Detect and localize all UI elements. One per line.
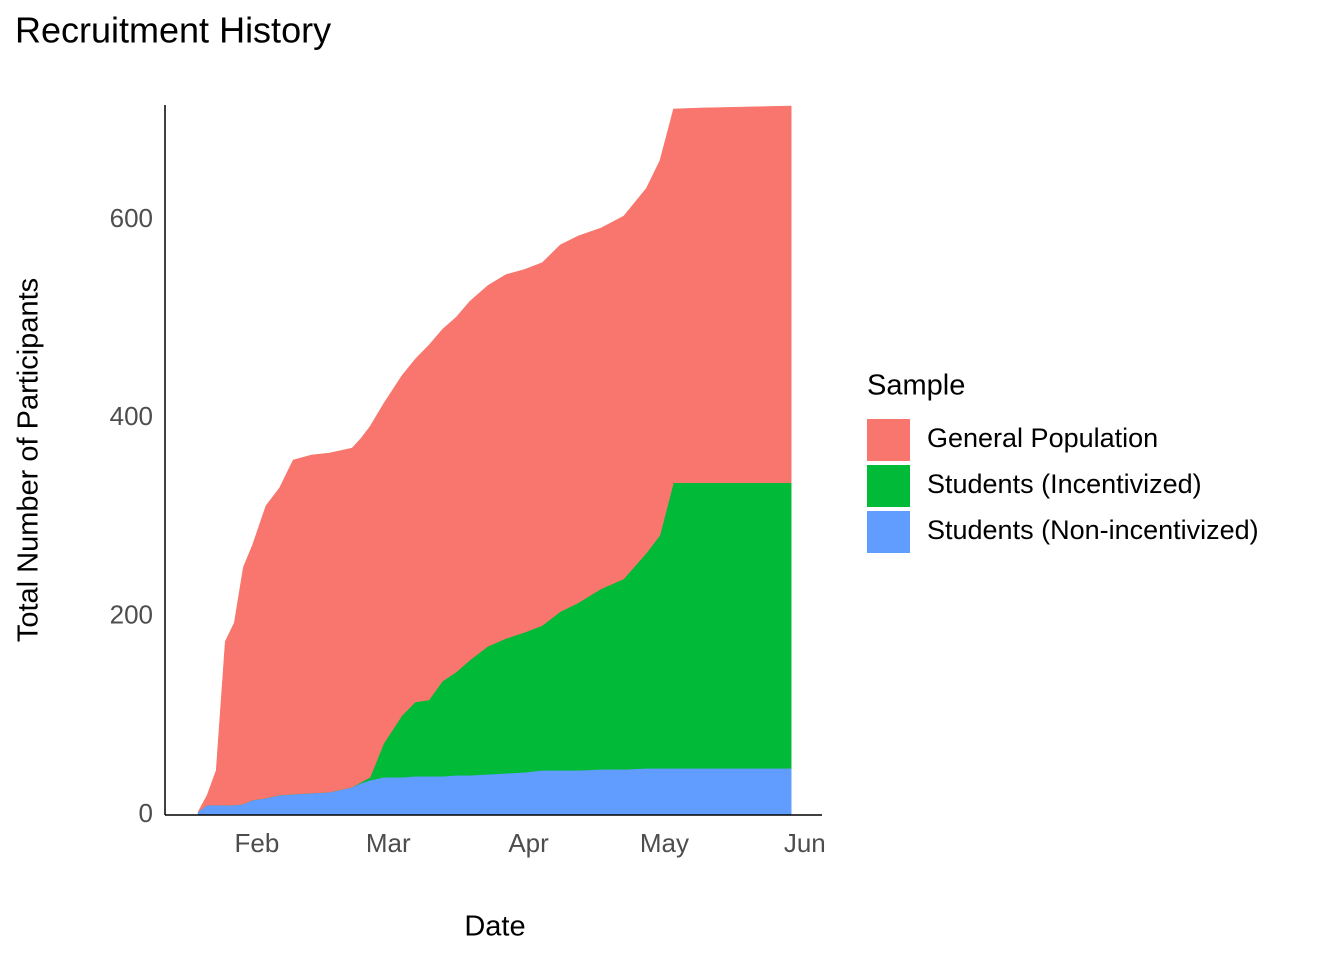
legend-title: Sample	[867, 370, 965, 402]
chart-title: Recruitment History	[15, 10, 331, 51]
y-tick-label: 0	[139, 798, 153, 828]
y-tick-label: 600	[110, 203, 153, 233]
legend-key	[867, 465, 910, 507]
y-axis-label: Total Number of Participants	[13, 278, 45, 642]
area	[197, 105, 792, 813]
x-axis-label: Date	[464, 911, 525, 943]
y-tick-label: 400	[110, 401, 153, 431]
x-tick-label: May	[640, 828, 689, 858]
y-tick-label: 200	[110, 600, 153, 630]
legend-key	[867, 511, 910, 553]
x-tick-label: Mar	[366, 828, 411, 858]
x-tick-label: Apr	[508, 828, 549, 858]
x-tick-label: Jun	[784, 828, 826, 858]
x-tick-label: Feb	[235, 828, 280, 858]
legend-label: General Population	[927, 423, 1158, 453]
legend-key	[867, 419, 910, 461]
legend-label: Students (Incentivized)	[927, 469, 1202, 499]
legend-label: Students (Non-incentivized)	[927, 515, 1259, 545]
